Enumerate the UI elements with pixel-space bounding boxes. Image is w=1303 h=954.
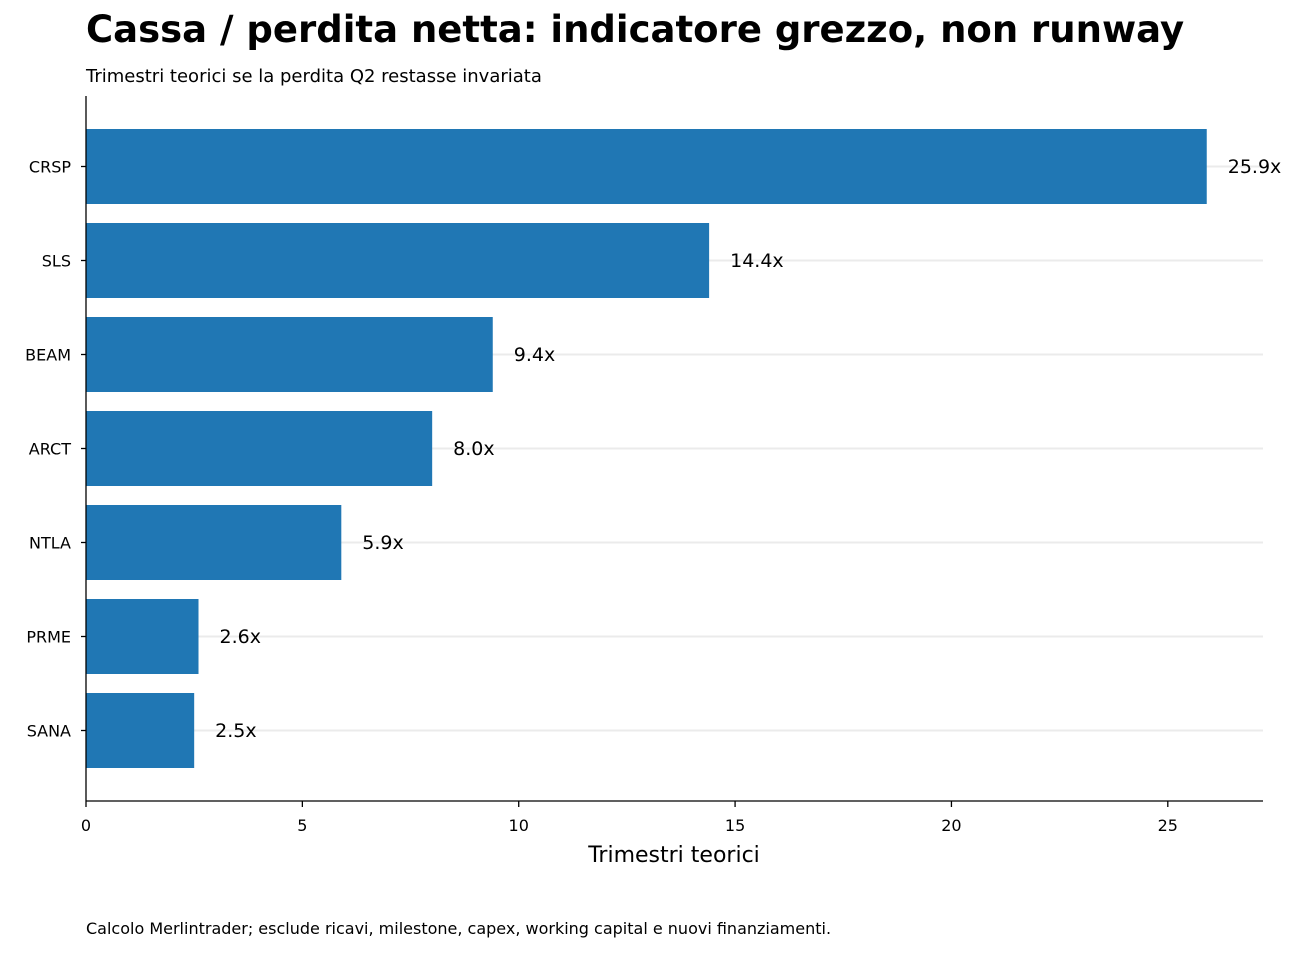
y-tick-label: PRME (26, 628, 71, 647)
labels: CRSP 25.9x SLS 14.4x BEAM 9.4x ARCT 8.0x NTLA 5.9… (25, 156, 1281, 835)
chart-subtitle: Trimestri teorici se la perdita Q2 resta… (86, 66, 542, 87)
x-axis-title: Trimestri teorici (587, 843, 760, 868)
y-tick-label: NTLA (29, 534, 71, 553)
value-label: 14.4x (730, 250, 784, 272)
bar-beam (86, 317, 493, 392)
axes (81, 96, 1263, 807)
bar-ntla (86, 505, 342, 580)
x-tick-label: 0 (81, 816, 91, 835)
y-tick-label: CRSP (29, 158, 71, 177)
value-label: 9.4x (514, 344, 555, 366)
y-tick-label: SLS (42, 252, 71, 271)
bars (86, 129, 1207, 768)
x-tick-label: 10 (509, 816, 529, 835)
value-label: 2.5x (215, 720, 256, 742)
x-tick-label: 15 (725, 816, 745, 835)
value-label: 2.6x (220, 626, 261, 648)
value-label: 25.9x (1228, 156, 1282, 178)
bar-prme (86, 599, 199, 674)
y-tick-label: SANA (27, 722, 71, 741)
y-tick-label: BEAM (25, 346, 71, 365)
bar-sls (86, 223, 710, 298)
value-label: 5.9x (362, 532, 403, 554)
bar-sana (86, 693, 195, 768)
bar-crsp (86, 129, 1207, 204)
chart-footnote: Calcolo Merlintrader; esclude ricavi, mi… (86, 919, 832, 938)
x-tick-label: 20 (941, 816, 961, 835)
chart-title: Cassa / perdita netta: indicatore grezzo… (86, 8, 1185, 51)
value-label: 8.0x (453, 438, 494, 460)
bar-arct (86, 411, 433, 486)
x-tick-label: 5 (297, 816, 307, 835)
y-tick-label: ARCT (29, 440, 71, 459)
x-tick-label: 25 (1158, 816, 1178, 835)
